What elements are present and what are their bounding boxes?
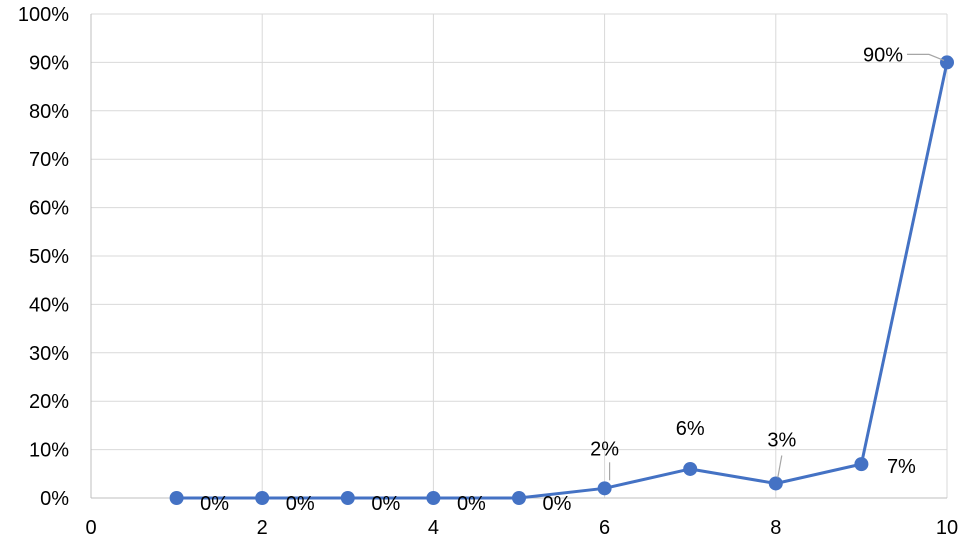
y-tick-label: 100% xyxy=(18,4,69,26)
x-tick-label: 10 xyxy=(936,517,958,539)
data-point xyxy=(340,491,355,505)
data-label: 0% xyxy=(543,493,572,515)
x-tick-label: 6 xyxy=(599,517,610,539)
data-label: 0% xyxy=(286,493,315,515)
tick-labels: 0% 10% 20% 30% 40% 50% 60% 70% 80% 90% 100% 0 2 4 6 8 10 xyxy=(18,4,958,539)
x-tick-label: 8 xyxy=(770,517,781,539)
series-line xyxy=(176,62,949,500)
gridlines xyxy=(91,13,948,498)
y-tick-label: 10% xyxy=(29,440,69,462)
y-tick-label: 20% xyxy=(29,391,69,413)
y-tick-label: 80% xyxy=(29,101,69,123)
data-label: 0% xyxy=(200,493,229,515)
y-tick-label: 90% xyxy=(29,52,69,74)
data-label: 90% xyxy=(863,44,903,66)
y-tick-label: 70% xyxy=(29,149,69,171)
data-label: 3% xyxy=(767,429,796,451)
data-label: 7% xyxy=(887,456,916,478)
data-point xyxy=(255,491,270,505)
data-label: 2% xyxy=(590,438,619,460)
data-point xyxy=(683,461,698,476)
y-tick-label: 30% xyxy=(29,343,69,365)
data-label: 0% xyxy=(457,493,486,515)
x-tick-label: 4 xyxy=(428,517,439,539)
data-label: 0% xyxy=(371,493,400,515)
series xyxy=(169,55,954,505)
data-point xyxy=(426,491,441,505)
x-tick-label: 0 xyxy=(85,517,96,539)
x-tick-label: 2 xyxy=(257,517,268,539)
data-point xyxy=(512,491,526,505)
data-label-leader-line xyxy=(907,53,945,61)
y-tick-label: 60% xyxy=(29,198,69,220)
data-point xyxy=(169,491,184,505)
data-point xyxy=(597,481,612,496)
data-point xyxy=(854,457,869,472)
y-tick-label: 0% xyxy=(40,488,69,510)
data-label: 6% xyxy=(676,418,705,440)
data-point xyxy=(768,476,783,491)
data-point xyxy=(940,55,954,70)
data-labels: 0% 0% 0% 0% 0% 2% 6% 3% 7% 90% xyxy=(200,44,945,515)
y-tick-label: 40% xyxy=(29,294,69,316)
y-tick-label: 50% xyxy=(29,246,69,268)
data-label-leader-line xyxy=(777,455,783,478)
